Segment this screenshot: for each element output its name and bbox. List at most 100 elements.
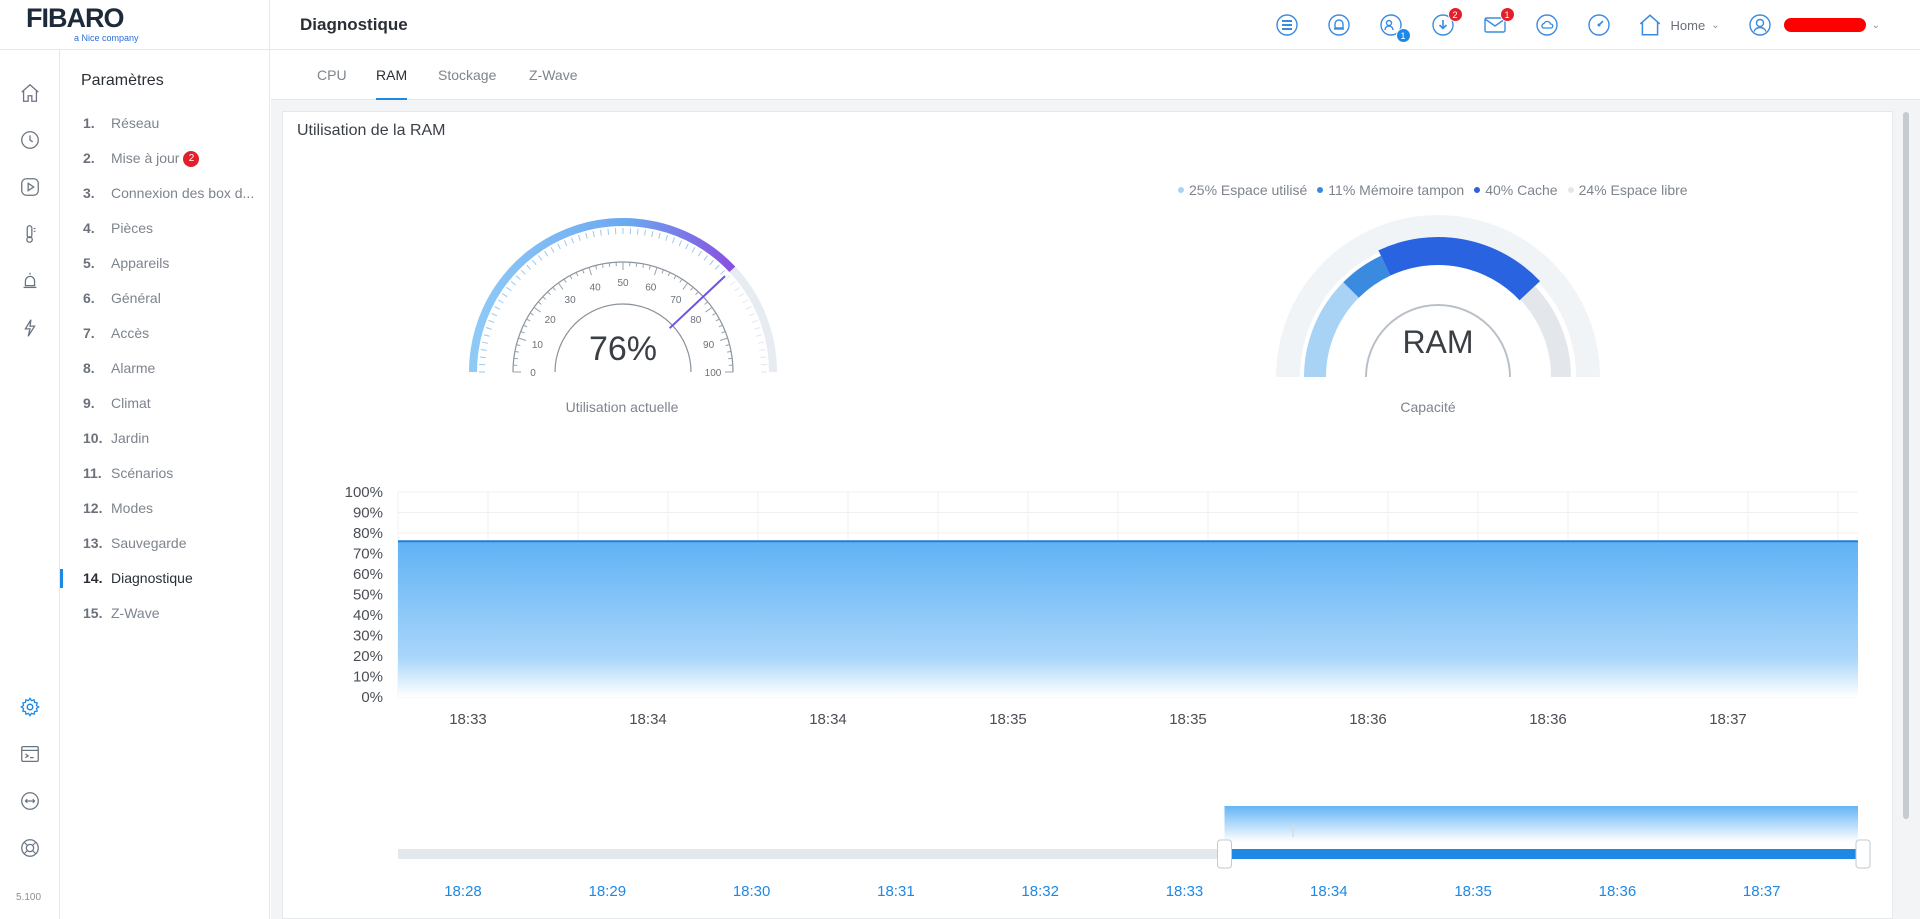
logo-subtitle: a Nice company: [74, 33, 139, 43]
gauge-tick: [714, 264, 720, 270]
gauge-scale-tick: [727, 350, 732, 353]
settings-item-label: Appareils: [111, 255, 170, 271]
settings-item[interactable]: 4. Pièces: [60, 211, 270, 246]
tab-ram[interactable]: RAM: [376, 67, 408, 100]
weather-icon[interactable]: [1533, 11, 1561, 39]
alarm-icon[interactable]: [1325, 11, 1353, 39]
settings-item-number: 9.: [83, 395, 95, 411]
settings-item-number: 7.: [83, 325, 95, 341]
settings-item[interactable]: 9. Climat: [60, 386, 270, 421]
settings-item[interactable]: 6. Général: [60, 281, 270, 316]
settings-item[interactable]: 10. Jardin: [60, 421, 270, 456]
y-tick-label: 50%: [353, 587, 383, 604]
gauge-scale-tick: [513, 357, 518, 360]
mail-icon[interactable]: 1: [1481, 7, 1515, 39]
navigator-tick-label: 18:35: [1454, 883, 1492, 900]
gauge-scale-tick: [569, 275, 573, 280]
settings-item[interactable]: 11. Scénarios: [60, 456, 270, 491]
settings-item-number: 15.: [83, 605, 103, 621]
gauge-scale-tick: [601, 263, 604, 268]
alarm-siren-icon[interactable]: [18, 269, 42, 293]
time-navigator[interactable]: 18:28 18:29 18:30 18:31 18:32 18:33 18:34 18:35…: [283, 782, 1894, 919]
settings-item[interactable]: 2. Mise à jour 2: [60, 141, 270, 176]
gauge-tick: [734, 286, 740, 292]
card-title: Utilisation de la RAM: [297, 122, 446, 139]
navigator-tick-label: 18:34: [1310, 883, 1348, 900]
gauge-tick-label: 10: [532, 340, 544, 351]
speedometer-icon[interactable]: [1585, 11, 1613, 39]
home-icon[interactable]: [18, 81, 42, 105]
download-icon[interactable]: 2: [1429, 7, 1463, 39]
thermometer-icon[interactable]: [18, 222, 42, 246]
y-tick-label: 30%: [353, 628, 383, 645]
settings-item[interactable]: 7. Accès: [60, 316, 270, 351]
history-icon[interactable]: [18, 128, 42, 152]
help-lifebuoy-icon[interactable]: [18, 836, 42, 860]
gauge-tick: [738, 293, 745, 298]
settings-item-number: 3.: [83, 185, 95, 201]
network-icon[interactable]: [18, 789, 42, 813]
settings-title: Paramètres: [81, 72, 164, 89]
home-label: Home: [1670, 17, 1706, 33]
logo-area[interactable]: FIBARO a Nice company: [0, 0, 270, 50]
gauge-tick: [678, 240, 683, 247]
gauge-scale-tick: [533, 306, 541, 313]
gauge-scale-tick: [695, 291, 699, 296]
gauge-tick: [658, 232, 661, 239]
gauge-tick: [651, 231, 654, 238]
dashboard-icon[interactable]: [1273, 11, 1301, 39]
navigator-selected-area: [1224, 806, 1858, 842]
settings-item[interactable]: 12. Modes: [60, 491, 270, 526]
usage-gauge-caption: Utilisation actuelle: [565, 399, 679, 415]
gauge-tick: [520, 269, 526, 275]
capacity-inner-arc: [1365, 304, 1511, 378]
x-tick-label: 18:35: [989, 711, 1027, 728]
gauge-tick: [510, 280, 517, 286]
ram-usage-chart: 0% 10% 20% 30% 40% 50% 60% 70% 80% 90% 100% 18:33 18…: [345, 484, 1858, 728]
usage-gauge: 0 10 20 30 40 50 60 70 80 90 100 76%: [469, 218, 777, 379]
tab-zwave[interactable]: Z-Wave: [529, 67, 578, 83]
navigator-track: [398, 849, 1225, 859]
navigator-handle-left: [1217, 839, 1232, 869]
gauge-tick: [599, 229, 602, 236]
tab-stockage[interactable]: Stockage: [438, 67, 497, 83]
settings-item[interactable]: 1. Réseau: [60, 106, 270, 141]
settings-item-number: 10.: [83, 430, 103, 446]
gauge-tick: [703, 255, 709, 261]
play-icon[interactable]: [18, 175, 42, 199]
gauge-scale-tick: [608, 262, 611, 267]
settings-item-label: Pièces: [111, 220, 154, 236]
legend-dot: [1317, 187, 1324, 193]
users-icon[interactable]: 1: [1377, 11, 1411, 43]
gauge-scale-tick: [725, 344, 730, 347]
tab-cpu[interactable]: CPU: [317, 67, 347, 83]
user-menu[interactable]: ⌄: [1748, 11, 1880, 39]
settings-gear-icon[interactable]: [18, 695, 42, 719]
settings-item[interactable]: 3. Connexion des box d...: [60, 176, 270, 211]
gauge-tick: [644, 229, 647, 236]
terminal-icon[interactable]: [18, 742, 42, 766]
gauge-tick: [488, 319, 495, 324]
settings-item[interactable]: 5. Appareils: [60, 246, 270, 281]
gauge-tick: [483, 334, 490, 337]
navigator-handle-right: [1855, 839, 1871, 869]
content-area: Utilisation de la RAM 0 10 20 30 40 50 60 70 80 9…: [271, 100, 1920, 919]
download-badge: 2: [1447, 7, 1463, 22]
gauge-tick: [526, 264, 532, 270]
x-tick-label: 18:35: [1169, 711, 1207, 728]
settings-item[interactable]: 14. Diagnostique: [60, 561, 270, 596]
home-selector[interactable]: Home ⌄: [1637, 11, 1720, 39]
energy-icon[interactable]: [18, 316, 42, 340]
settings-item[interactable]: 8. Alarme: [60, 351, 270, 386]
gauge-scale-tick: [588, 267, 592, 276]
vertical-scrollbar[interactable]: [1903, 112, 1909, 819]
gauge-tick-label: 60: [645, 282, 657, 293]
gauge-scale-tick: [704, 301, 709, 305]
capacity-label: RAM: [1402, 324, 1473, 360]
settings-item[interactable]: 13. Sauvegarde: [60, 526, 270, 561]
settings-item[interactable]: 15. Z-Wave: [60, 596, 270, 631]
gauge-tick-label: 90: [703, 340, 715, 351]
fibaro-logo: FIBARO: [26, 3, 124, 33]
gauge-scale-tick: [520, 331, 525, 334]
settings-item-number: 11.: [83, 465, 102, 481]
